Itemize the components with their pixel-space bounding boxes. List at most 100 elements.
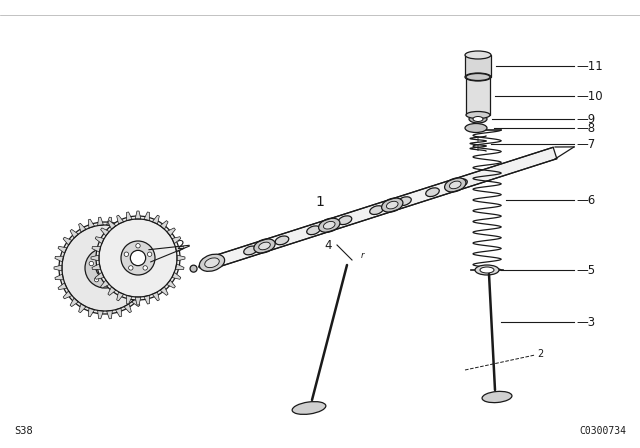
Polygon shape xyxy=(144,295,150,304)
FancyBboxPatch shape xyxy=(465,55,491,77)
Circle shape xyxy=(143,266,147,270)
Polygon shape xyxy=(58,283,67,290)
Polygon shape xyxy=(147,256,155,262)
Polygon shape xyxy=(70,298,79,306)
Polygon shape xyxy=(88,308,95,317)
Polygon shape xyxy=(115,308,122,317)
Ellipse shape xyxy=(465,124,487,133)
Ellipse shape xyxy=(466,112,490,119)
Circle shape xyxy=(136,244,140,248)
Polygon shape xyxy=(152,292,159,301)
Ellipse shape xyxy=(292,401,326,414)
Text: 2: 2 xyxy=(537,349,543,359)
Polygon shape xyxy=(108,220,116,229)
Circle shape xyxy=(147,252,152,256)
Polygon shape xyxy=(116,292,124,301)
Polygon shape xyxy=(124,304,131,313)
Text: —3: —3 xyxy=(576,315,595,328)
Polygon shape xyxy=(58,246,67,253)
Polygon shape xyxy=(132,229,140,238)
Ellipse shape xyxy=(466,73,490,81)
Polygon shape xyxy=(166,228,175,236)
Polygon shape xyxy=(100,228,109,236)
Circle shape xyxy=(124,252,129,256)
Polygon shape xyxy=(63,291,72,299)
Ellipse shape xyxy=(482,392,512,403)
Ellipse shape xyxy=(199,262,211,268)
Ellipse shape xyxy=(338,216,352,224)
Polygon shape xyxy=(172,272,180,279)
Ellipse shape xyxy=(473,116,483,121)
Text: —7: —7 xyxy=(576,138,595,151)
Polygon shape xyxy=(135,297,141,305)
Ellipse shape xyxy=(480,267,494,273)
Text: 1: 1 xyxy=(316,195,324,209)
Ellipse shape xyxy=(254,239,275,253)
Polygon shape xyxy=(127,295,132,304)
Polygon shape xyxy=(147,274,155,280)
Ellipse shape xyxy=(244,246,257,255)
Ellipse shape xyxy=(469,115,487,123)
Polygon shape xyxy=(127,212,132,221)
Ellipse shape xyxy=(205,258,220,267)
Polygon shape xyxy=(175,264,184,269)
Polygon shape xyxy=(177,255,185,261)
Polygon shape xyxy=(175,246,184,252)
Polygon shape xyxy=(144,212,150,221)
Polygon shape xyxy=(92,264,100,269)
Polygon shape xyxy=(55,274,63,280)
Polygon shape xyxy=(79,223,86,233)
Polygon shape xyxy=(132,298,140,306)
Ellipse shape xyxy=(323,221,335,229)
Polygon shape xyxy=(95,272,104,279)
Polygon shape xyxy=(135,211,141,219)
Circle shape xyxy=(111,277,116,282)
Polygon shape xyxy=(88,219,95,228)
Polygon shape xyxy=(138,291,147,299)
Circle shape xyxy=(85,248,125,288)
Polygon shape xyxy=(55,256,63,262)
Text: —9: —9 xyxy=(576,112,595,125)
Polygon shape xyxy=(166,280,175,288)
Text: —10: —10 xyxy=(576,90,603,103)
Ellipse shape xyxy=(307,226,320,235)
Ellipse shape xyxy=(465,51,491,59)
Text: S38: S38 xyxy=(14,426,33,436)
Circle shape xyxy=(129,266,133,270)
Polygon shape xyxy=(70,229,79,238)
Circle shape xyxy=(121,241,155,275)
Polygon shape xyxy=(107,217,113,226)
Text: C0300734: C0300734 xyxy=(579,426,626,436)
Polygon shape xyxy=(91,255,99,261)
Polygon shape xyxy=(79,304,86,313)
Text: —6: —6 xyxy=(576,194,595,207)
Ellipse shape xyxy=(465,73,491,81)
Polygon shape xyxy=(54,265,62,271)
Circle shape xyxy=(59,222,151,314)
Circle shape xyxy=(131,250,146,266)
Ellipse shape xyxy=(454,179,467,188)
Polygon shape xyxy=(124,223,131,233)
Circle shape xyxy=(96,216,180,300)
Text: 4: 4 xyxy=(324,238,332,251)
Polygon shape xyxy=(98,217,104,226)
Circle shape xyxy=(116,261,121,266)
Ellipse shape xyxy=(397,197,412,206)
Text: —8: —8 xyxy=(576,121,595,134)
Polygon shape xyxy=(160,220,168,229)
Polygon shape xyxy=(100,280,109,288)
Circle shape xyxy=(96,259,114,277)
Polygon shape xyxy=(115,219,122,228)
Ellipse shape xyxy=(370,206,383,215)
Ellipse shape xyxy=(387,201,398,209)
Ellipse shape xyxy=(275,236,289,245)
Polygon shape xyxy=(152,215,159,224)
Text: 2: 2 xyxy=(176,238,184,251)
Text: —11: —11 xyxy=(576,60,603,73)
Circle shape xyxy=(94,277,99,282)
Polygon shape xyxy=(92,246,100,252)
Polygon shape xyxy=(108,287,116,295)
Ellipse shape xyxy=(259,242,270,250)
Ellipse shape xyxy=(319,218,340,232)
Ellipse shape xyxy=(445,178,466,192)
